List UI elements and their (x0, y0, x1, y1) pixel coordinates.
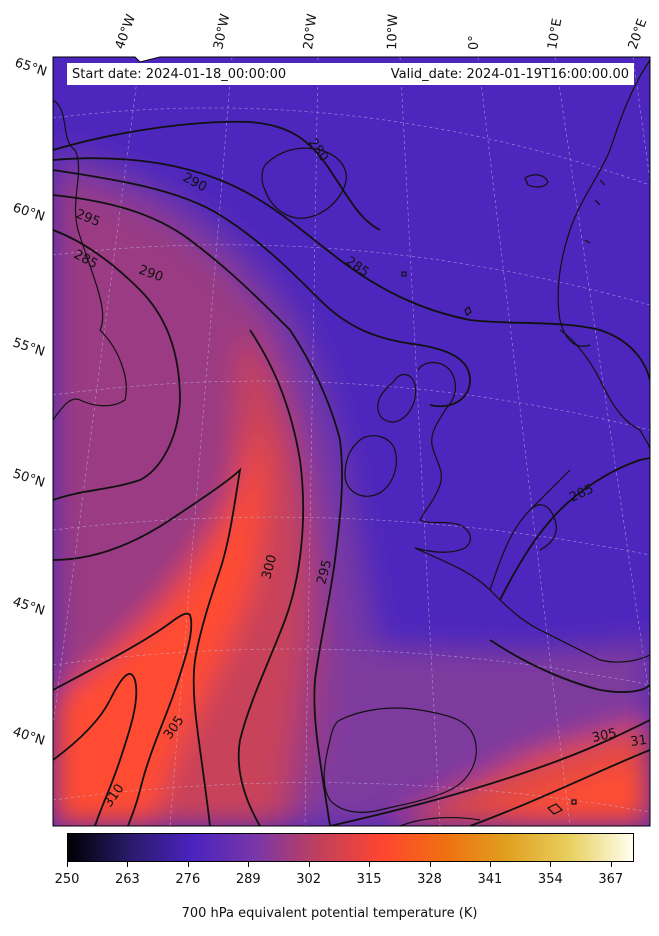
lat-label-55n: 55°N (11, 336, 47, 360)
colorbar-tick-label: 263 (114, 872, 140, 887)
coastlines (53, 59, 650, 826)
colorbar-tick-mark (127, 862, 129, 867)
lon-label-20w: 20°W (301, 13, 320, 51)
colorbar-tick-mark (610, 862, 612, 867)
latitude-labels: 65°N 60°N 55°N 50°N 45°N 40°N (11, 56, 49, 749)
colorbar-tick-label: 328 (417, 872, 442, 887)
colorbar-tick-label: 289 (235, 872, 261, 887)
lat-label-45n: 45°N (11, 595, 47, 619)
colorbar-tick-label: 341 (477, 872, 503, 887)
colorbar-tick-label: 367 (598, 872, 624, 887)
colorbar (67, 833, 634, 862)
contour-label-31: 31 (629, 733, 647, 750)
contour-label-300: 300 (259, 553, 280, 581)
lat-label-40n: 40°N (11, 725, 47, 749)
lat-label-60n: 60°N (11, 201, 47, 225)
colorbar-tick-label: 354 (537, 872, 563, 887)
colorbar-tick-mark (429, 862, 431, 867)
contour-label-295-south: 295 (314, 558, 335, 586)
contours (53, 120, 650, 826)
lat-label-65n: 65°N (13, 56, 49, 80)
date-header: Start date: 2024-01-18_00:00:00 Valid_da… (67, 63, 634, 85)
start-date-label: Start date: 2024-01-18_00:00:00 (72, 66, 287, 82)
lon-label-40w: 40°W (113, 12, 139, 51)
colorbar-tick-mark (67, 862, 68, 867)
colorbar-ticks: 250 263 276 289 302 315 328 341 354 367 (55, 862, 634, 892)
lon-label-0: 0° (467, 35, 482, 50)
colorbar-tick-label: 276 (175, 872, 201, 887)
colorbar-tick-mark (308, 862, 310, 867)
lon-label-10w: 10°W (385, 14, 401, 51)
colorbar-tick-label: 315 (356, 872, 382, 887)
colorbar-tick-mark (489, 862, 491, 867)
temperature-field: 280 285 290 295 285 290 285 300 295 305 … (53, 57, 650, 826)
colorbar-tick-mark (248, 862, 250, 867)
colorbar-tick-label: 250 (54, 872, 80, 887)
graticule (53, 57, 650, 826)
colorbar-tick-mark (550, 862, 552, 867)
colorbar-tick-mark (187, 862, 189, 867)
contour-label-305-se: 305 (591, 726, 618, 746)
colorbar-tick-label: 302 (296, 872, 322, 887)
longitude-labels: 40°W 30°W 20°W 10°W 0° 10°E 20°E (113, 12, 651, 51)
lon-label-10e: 10°E (545, 17, 565, 50)
colorbar-title: 700 hPa equivalent potential temperature… (181, 906, 478, 921)
valid-date-label: Valid_date: 2024-01-19T16:00:00.00 (390, 66, 629, 82)
lon-label-30w: 30°W (211, 12, 233, 50)
lon-label-20e: 20°E (626, 17, 651, 52)
lat-label-50n: 50°N (11, 467, 47, 491)
colorbar-tick-mark (369, 862, 371, 867)
map-frame (52, 56, 651, 827)
